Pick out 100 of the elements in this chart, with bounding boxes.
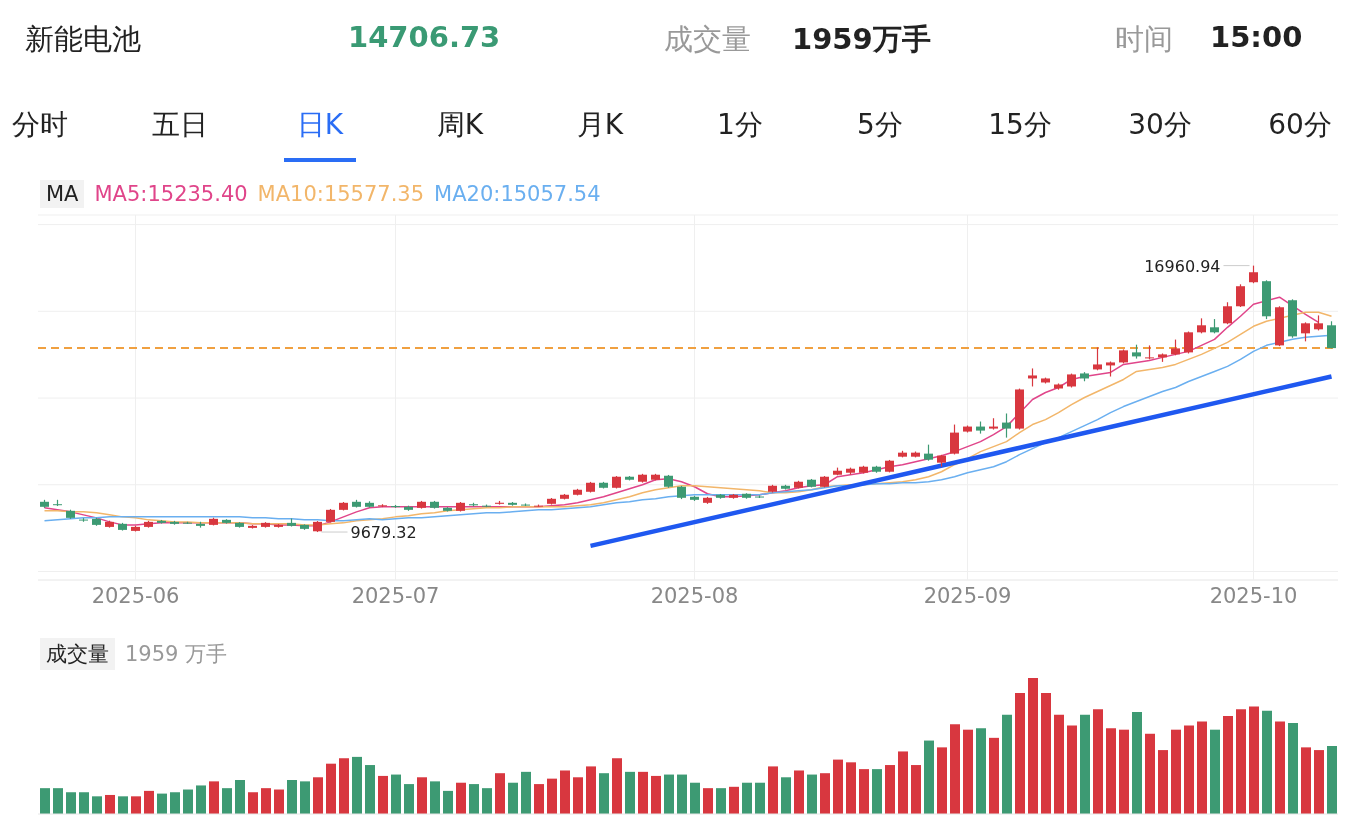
bar <box>690 782 700 814</box>
bar <box>482 788 492 814</box>
bar <box>92 796 102 814</box>
bar <box>781 777 791 814</box>
bar <box>196 785 206 814</box>
bar <box>495 773 505 814</box>
bar <box>612 758 622 814</box>
bar <box>235 780 245 814</box>
x-tick-label: 2025-06 <box>91 583 180 608</box>
bar <box>1041 692 1051 814</box>
bar <box>898 751 908 814</box>
bar <box>833 759 843 814</box>
text: 60分 <box>1267 107 1333 143</box>
bar <box>755 782 765 814</box>
bar <box>1171 729 1181 814</box>
bar <box>950 724 960 814</box>
candlestick <box>1002 412 1011 439</box>
bar <box>1327 746 1337 814</box>
bar <box>118 796 128 814</box>
text: 日K <box>284 106 356 162</box>
bar <box>274 789 284 814</box>
text: 30分 <box>1127 107 1193 143</box>
bar <box>1119 729 1129 814</box>
candlestick <box>1028 367 1037 388</box>
bar <box>1236 709 1246 814</box>
bar <box>807 774 817 814</box>
bar <box>66 792 76 814</box>
text: 1分 <box>716 107 764 143</box>
bar <box>1275 721 1285 814</box>
bar <box>456 782 466 814</box>
bar <box>209 781 219 814</box>
bar <box>547 778 557 814</box>
text: 五日 <box>151 107 209 143</box>
bar <box>1067 725 1077 814</box>
bar <box>885 765 895 814</box>
bar <box>53 788 63 814</box>
bar <box>599 773 609 814</box>
text: MA10:15577.35 <box>257 182 425 206</box>
text: 15分 <box>987 107 1053 143</box>
bar <box>144 790 154 814</box>
bar <box>248 792 258 814</box>
bar <box>1210 729 1220 814</box>
text: 分时 <box>11 107 69 143</box>
text: 15:00 <box>1210 20 1303 54</box>
bar <box>183 789 193 814</box>
bar <box>79 792 89 814</box>
bar <box>1028 678 1038 814</box>
bar <box>430 781 440 814</box>
bar <box>664 774 674 814</box>
text: 1959 万手 <box>125 641 228 668</box>
bar <box>443 790 453 814</box>
bar <box>300 781 310 814</box>
x-tick-label: 2025-10 <box>1209 583 1298 608</box>
text: 成交量 <box>664 21 751 58</box>
bar <box>105 794 115 814</box>
text: MA <box>40 180 85 208</box>
text: MA20:15057.54 <box>434 182 601 206</box>
bar <box>963 729 973 814</box>
bar <box>937 747 947 814</box>
text: 月K <box>575 107 625 143</box>
bar <box>157 793 167 814</box>
bar <box>872 769 882 814</box>
bar <box>222 788 232 814</box>
bar <box>1197 721 1207 814</box>
bar <box>378 775 388 814</box>
bar <box>170 792 180 814</box>
bar <box>989 737 999 814</box>
x-tick-label: 2025-09 <box>923 583 1012 608</box>
bar <box>859 769 869 814</box>
bar <box>911 765 921 814</box>
annotation: 9679.32 <box>350 523 417 543</box>
candlestick <box>1223 301 1232 325</box>
bar <box>1314 750 1324 814</box>
bar <box>521 771 531 814</box>
bar <box>131 796 141 814</box>
bar <box>1002 714 1012 814</box>
bar <box>313 777 323 814</box>
bar <box>365 765 375 814</box>
bar <box>768 766 778 814</box>
bar <box>339 758 349 814</box>
bar <box>417 777 427 814</box>
bar <box>794 770 804 814</box>
text: 周K <box>435 107 485 143</box>
bar <box>1262 710 1272 814</box>
bar <box>391 774 401 814</box>
text: 成交量 <box>40 638 115 670</box>
candlestick <box>1301 321 1310 342</box>
bar <box>703 788 713 814</box>
bar <box>1158 750 1168 814</box>
text: 5分 <box>856 107 904 143</box>
bar <box>924 740 934 814</box>
bar <box>534 784 544 814</box>
bar <box>976 728 986 814</box>
text: 1959万手 <box>792 21 931 58</box>
x-tick-label: 2025-08 <box>650 583 739 608</box>
bar <box>1223 716 1233 814</box>
bar <box>1249 706 1259 814</box>
bar <box>1184 725 1194 814</box>
bar <box>326 763 336 814</box>
annotation: 16960.94 <box>1144 256 1221 276</box>
